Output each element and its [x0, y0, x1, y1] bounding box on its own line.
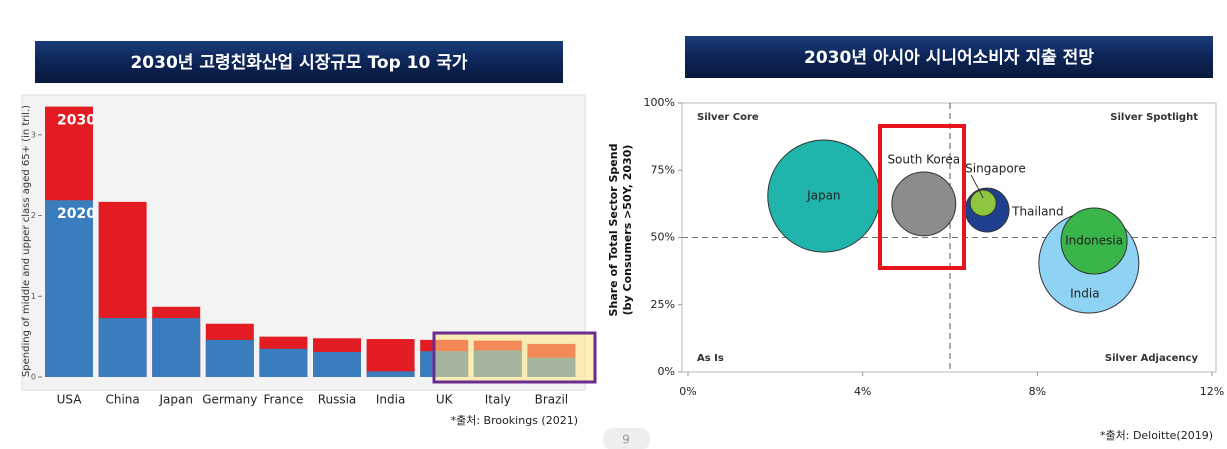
- x-tick-label: 4%: [854, 385, 871, 398]
- y-tick-label: 25%: [651, 298, 675, 311]
- y-tick-label: 75%: [651, 163, 675, 176]
- bar: [259, 348, 308, 377]
- x-tick-label: Italy: [485, 393, 511, 407]
- bubble: [891, 171, 957, 237]
- y-tick-label: 2: [31, 211, 36, 220]
- y-tick-label: 0%: [658, 365, 675, 378]
- highlight-box: [432, 331, 597, 384]
- quadrant-label: As Is: [697, 353, 724, 364]
- quadrant-label: Silver Adjacency: [1105, 353, 1199, 364]
- x-tick-label: Japan: [158, 393, 192, 407]
- y-tick-label: 1: [31, 292, 36, 301]
- y-tick-label: 0: [31, 373, 36, 382]
- bar: [98, 318, 147, 377]
- bubble-label: Japan: [806, 189, 840, 203]
- y-axis-label: Share of Total Sector Spend: [607, 144, 620, 317]
- x-tick-label: UK: [436, 393, 454, 407]
- bubble: [969, 189, 997, 217]
- bar: [366, 339, 415, 377]
- x-tick-label: 0%: [679, 385, 696, 398]
- quadrant-label: Silver Core: [697, 112, 759, 123]
- title-banner: [35, 41, 563, 83]
- x-tick-label: China: [105, 393, 139, 407]
- chart-title: 2030년 고령친화산업 시장규모 Top 10 국가: [130, 52, 467, 73]
- quadrant-label: Silver Spotlight: [1110, 112, 1198, 123]
- y-axis-label: (by Consumers >50Y, 2030): [621, 145, 634, 316]
- x-tick-label: France: [263, 393, 303, 407]
- bar: [45, 200, 93, 377]
- page-badge: [603, 428, 650, 449]
- x-tick-label: USA: [57, 393, 83, 407]
- x-tick-label: Russia: [318, 393, 357, 407]
- chart-title: 2030년 아시아 시니어소비자 지출 전망: [804, 48, 1094, 68]
- y-tick-label: 100%: [644, 96, 675, 109]
- x-tick-label: India: [376, 393, 405, 407]
- x-tick-label: 8%: [1029, 385, 1046, 398]
- bubble-label: South Korea: [887, 152, 960, 166]
- y-tick-label: 50%: [651, 231, 675, 244]
- legend-label: 2030: [57, 113, 96, 129]
- right-chart: 0% 25% 50% 75% 100% 0% 4% 8% 12% Share of Total S…: [607, 96, 1224, 398]
- bar: [152, 318, 201, 377]
- bubble-label: Thailand: [1011, 205, 1064, 219]
- legend-label: 2020: [57, 206, 96, 222]
- x-tick-label: Brazil: [535, 393, 569, 407]
- source: *출처: Brookings (2021): [451, 414, 578, 427]
- bar: [366, 371, 415, 377]
- bar: [205, 339, 254, 377]
- source: *출처: Deloitte(2019): [1100, 429, 1213, 442]
- highlight-box: [878, 124, 966, 270]
- y-tick-label: 3: [31, 130, 36, 139]
- title-banner: [685, 36, 1213, 78]
- bubble-label: Indonesia: [1065, 233, 1123, 247]
- bubble-label: India: [1070, 287, 1099, 301]
- page-number: 9: [622, 433, 630, 447]
- bar: [313, 351, 361, 377]
- x-tick-label: Germany: [202, 393, 257, 407]
- x-tick-label: 12%: [1200, 385, 1224, 398]
- bubble: [1060, 207, 1128, 275]
- leader-line: [970, 174, 984, 199]
- y-axis-label: Spending of middle and upper class aged …: [21, 105, 32, 377]
- bubble-label: Singapore: [965, 162, 1026, 176]
